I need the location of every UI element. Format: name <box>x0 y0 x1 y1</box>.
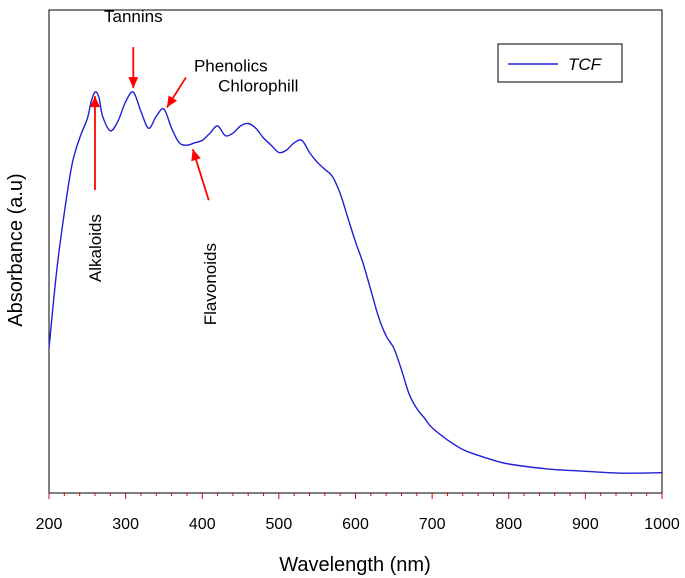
x-tick-label: 300 <box>112 516 139 533</box>
x-tick-label: 800 <box>495 516 522 533</box>
x-axis-label: Wavelength (nm) <box>279 554 431 576</box>
x-axis-ticks <box>48 493 663 499</box>
x-tick-label: 200 <box>36 516 63 533</box>
annotation-alkaloids-arrowhead <box>89 96 100 108</box>
annotations: Alkaloids Tannins Phenolics Flavonoids Chlor… <box>86 7 298 325</box>
x-tick-label: 900 <box>572 516 599 533</box>
annotation-chlorophill-label: Chlorophill <box>218 77 298 96</box>
annotation-phenolics-label: Phenolics <box>194 56 268 75</box>
x-tick-label: 500 <box>266 516 293 533</box>
annotation-flavonoids-label: Flavonoids <box>201 243 220 325</box>
series-line-tcf <box>48 91 663 474</box>
legend-label-tcf: TCF <box>568 55 603 74</box>
annotation-tannins-arrowhead <box>128 77 139 89</box>
x-tick-label: 400 <box>189 516 216 533</box>
annotation-phenolics-arrowhead <box>166 95 178 108</box>
legend: TCF <box>497 43 623 83</box>
y-axis-label: Absorbance (a.u) <box>5 173 27 326</box>
annotation-flavonoids-arrowhead <box>191 149 201 162</box>
annotation-alkaloids-label: Alkaloids <box>86 214 105 282</box>
x-tick-label: 700 <box>419 516 446 533</box>
legend-box <box>497 43 623 83</box>
x-tick-label: 1000 <box>644 516 680 533</box>
x-axis-tick-labels: 200 300 400 500 600 700 800 900 1000 <box>36 516 680 533</box>
x-tick-label: 600 <box>342 516 369 533</box>
annotation-tannins-label: Tannins <box>104 7 163 26</box>
